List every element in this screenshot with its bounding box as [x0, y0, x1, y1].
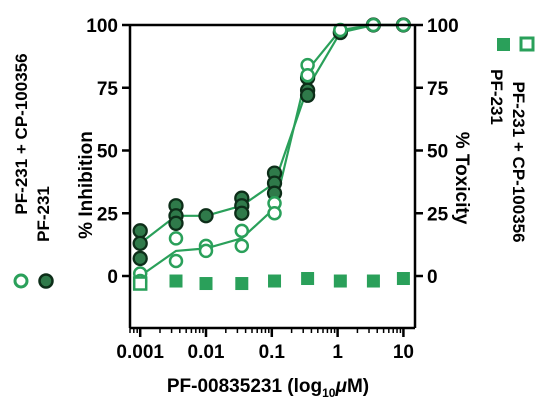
x-tick-label: 0.001 [116, 342, 164, 363]
marker-pf231-inhibition [198, 208, 214, 224]
marker-pf231-toxicity [268, 274, 282, 288]
legend-label-single: PF-231 [34, 186, 53, 242]
axes: 0 0 25 25 50 50 75 75 100 100 0.001 0.01 0.1 1 10 [86, 16, 458, 363]
marker-combo-inhibition [234, 238, 250, 254]
y-axis-left-title: % Inhibition [76, 131, 97, 239]
y-tick-label-right: 75 [427, 79, 449, 100]
marker-pf231-inhibition [234, 205, 250, 221]
y-tick-label-right: 25 [427, 204, 449, 225]
legend-filled-square-marker [497, 38, 510, 51]
marker-pf231-inhibition [132, 223, 148, 239]
marker-combo-inhibition [234, 223, 250, 239]
legend-open-square-marker [519, 36, 535, 52]
marker-pf231-toxicity [169, 274, 183, 288]
marker-pf231-toxicity [396, 272, 410, 286]
marker-combo-inhibition [198, 243, 214, 259]
x-axis-title: PF-00835231 (log10μM) [167, 376, 369, 399]
legend-label-right-single: PF-231 [487, 69, 506, 125]
marker-pf231-inhibition [299, 87, 316, 103]
x-tick-label: 1 [332, 342, 343, 363]
y-axis-right-title: % Toxicity [451, 132, 472, 225]
marker-pf231-toxicity [301, 272, 315, 286]
y-tick-label-left: 50 [97, 142, 118, 163]
marker-combo-toxicity [132, 276, 148, 291]
x-tick-label: 0.01 [188, 342, 225, 363]
marker-combo-inhibition [168, 231, 184, 246]
y-tick-label-left: 100 [86, 16, 118, 37]
y-tick-label-left: 0 [107, 267, 118, 288]
legend-right: PF-231 PF-231 + CP-100356 [487, 36, 535, 243]
y-tick-label-right: 100 [427, 16, 459, 37]
legend-label-right-combo: PF-231 + CP-100356 [509, 81, 528, 242]
marker-combo-inhibition [267, 206, 282, 221]
marker-pf231-inhibition [132, 250, 148, 267]
legend-label-combo: PF-231 + CP-100356 [12, 53, 31, 214]
y-tick-label-right: 50 [427, 142, 448, 163]
marker-pf231-toxicity [333, 274, 347, 288]
marker-pf231-toxicity [199, 277, 213, 291]
legend-filled-circle-marker [38, 273, 54, 289]
marker-pf231-toxicity [235, 277, 249, 291]
marker-pf231-toxicity [366, 274, 380, 288]
x-tick-label: 10 [393, 342, 414, 363]
data-markers [132, 17, 412, 291]
legend-left: PF-231 + CP-100356 PF-231 [12, 53, 54, 289]
marker-combo-inhibition [300, 67, 315, 83]
x-tick-label: 0.1 [259, 342, 286, 363]
y-tick-label-left: 25 [97, 204, 119, 225]
marker-combo-inhibition [168, 253, 184, 269]
y-tick-label-left: 75 [97, 79, 119, 100]
marker-pf231-inhibition [168, 215, 184, 231]
legend-open-circle-marker [13, 273, 29, 289]
marker-pf231-inhibition [132, 235, 148, 252]
y-tick-label-right: 0 [427, 267, 438, 288]
